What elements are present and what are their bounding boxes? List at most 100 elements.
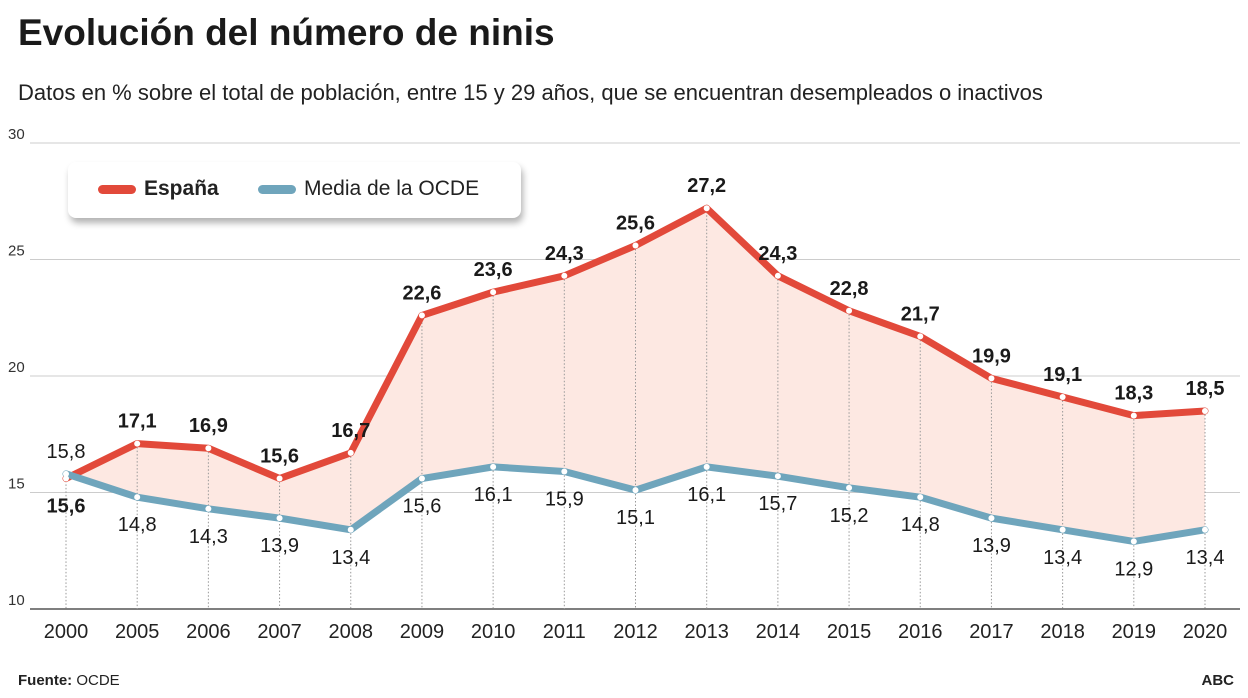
x-tick-label: 2005 xyxy=(115,621,160,643)
data-label: 24,3 xyxy=(758,243,797,265)
source-note: Fuente: OCDE xyxy=(18,672,120,689)
data-point xyxy=(561,468,568,475)
data-label: 15,1 xyxy=(616,507,655,529)
data-point xyxy=(632,487,639,494)
data-point xyxy=(347,449,354,456)
data-point xyxy=(205,445,212,452)
data-point xyxy=(418,475,425,482)
data-label: 22,6 xyxy=(402,282,441,304)
data-point xyxy=(347,526,354,533)
data-point xyxy=(1059,526,1066,533)
data-label: 14,3 xyxy=(189,526,228,548)
x-tick-label: 2009 xyxy=(400,621,445,643)
legend-item-espana: España xyxy=(98,177,219,201)
data-point xyxy=(490,463,497,470)
data-point xyxy=(276,475,283,482)
data-point xyxy=(276,515,283,522)
y-tick-label: 10 xyxy=(8,592,25,609)
data-label: 16,1 xyxy=(687,484,726,506)
data-label: 15,6 xyxy=(47,496,86,518)
data-label: 13,9 xyxy=(972,535,1011,557)
data-label: 22,8 xyxy=(830,278,869,300)
x-tick-label: 2018 xyxy=(1040,621,1085,643)
x-tick-label: 2015 xyxy=(827,621,872,643)
x-tick-label: 2016 xyxy=(898,621,943,643)
data-point xyxy=(63,475,69,482)
data-label: 16,9 xyxy=(189,415,228,437)
data-point xyxy=(490,289,497,296)
legend-swatch-espana xyxy=(98,184,136,194)
data-point xyxy=(703,205,710,212)
x-tick-label: 2012 xyxy=(613,621,658,643)
x-tick-label: 2010 xyxy=(471,621,516,643)
data-label: 12,9 xyxy=(1114,558,1153,580)
data-label: 15,9 xyxy=(545,489,584,511)
data-label: 15,6 xyxy=(402,496,441,518)
legend-label-espana: España xyxy=(144,177,219,200)
data-point xyxy=(1202,526,1208,533)
data-label: 24,3 xyxy=(545,243,584,265)
data-point xyxy=(1202,407,1208,414)
data-label: 13,9 xyxy=(260,535,299,557)
data-point xyxy=(134,440,141,447)
gap-area xyxy=(66,208,1205,542)
y-tick-label: 20 xyxy=(8,359,25,376)
data-point xyxy=(846,307,853,314)
data-label: 18,5 xyxy=(1186,378,1225,400)
data-point xyxy=(205,505,212,512)
data-point xyxy=(774,272,781,279)
data-label: 16,1 xyxy=(474,484,513,506)
legend: España Media de la OCDE xyxy=(68,162,521,218)
y-tick-label: 25 xyxy=(8,243,25,260)
x-tick-label: 2008 xyxy=(329,621,374,643)
data-label: 19,1 xyxy=(1043,364,1082,386)
chart-subtitle: Datos en % sobre el total de población, … xyxy=(18,80,1043,105)
brand-logo: ABC xyxy=(1201,672,1235,689)
x-tick-label: 2007 xyxy=(257,621,302,643)
data-point xyxy=(561,272,568,279)
x-tick-label: 2006 xyxy=(186,621,231,643)
x-tick-label: 2020 xyxy=(1183,621,1228,643)
data-point xyxy=(703,463,710,470)
data-label: 21,7 xyxy=(901,303,940,325)
data-label: 13,4 xyxy=(1186,547,1225,569)
data-point xyxy=(1130,412,1137,419)
data-label: 14,8 xyxy=(118,514,157,536)
data-label: 18,3 xyxy=(1114,383,1153,405)
data-point xyxy=(1059,393,1066,400)
data-label: 16,7 xyxy=(331,420,370,442)
data-label: 27,2 xyxy=(687,175,726,197)
legend-swatch-ocde xyxy=(258,184,296,194)
data-label: 19,9 xyxy=(972,345,1011,367)
source-label: Fuente: xyxy=(18,672,73,689)
data-label: 15,7 xyxy=(758,493,797,515)
data-point xyxy=(418,312,425,319)
data-point xyxy=(1130,538,1137,545)
legend-item-ocde: Media de la OCDE xyxy=(258,177,479,201)
x-tick-label: 2011 xyxy=(543,621,586,643)
data-label: 25,6 xyxy=(616,213,655,235)
y-tick-label: 15 xyxy=(8,476,25,493)
data-point xyxy=(917,494,924,501)
chart-title: Evolución del número de ninis xyxy=(18,12,555,53)
data-label: 14,8 xyxy=(901,514,940,536)
data-point xyxy=(988,515,995,522)
x-tick-label: 2000 xyxy=(44,621,89,643)
data-point xyxy=(774,473,781,480)
data-label: 23,6 xyxy=(474,259,513,281)
source-value: OCDE xyxy=(76,672,120,689)
data-label: 13,4 xyxy=(1043,547,1082,569)
data-point xyxy=(917,333,924,340)
data-point xyxy=(63,470,69,477)
data-point xyxy=(988,375,995,382)
data-point xyxy=(134,494,141,501)
x-tick-label: 2017 xyxy=(969,621,1014,643)
data-label: 15,6 xyxy=(260,446,299,468)
legend-label-ocde: Media de la OCDE xyxy=(304,177,480,200)
data-label: 15,2 xyxy=(830,505,869,527)
x-tick-label: 2019 xyxy=(1112,621,1157,643)
y-tick-label: 30 xyxy=(8,126,25,143)
data-point xyxy=(632,242,639,249)
x-tick-label: 2013 xyxy=(684,621,729,643)
